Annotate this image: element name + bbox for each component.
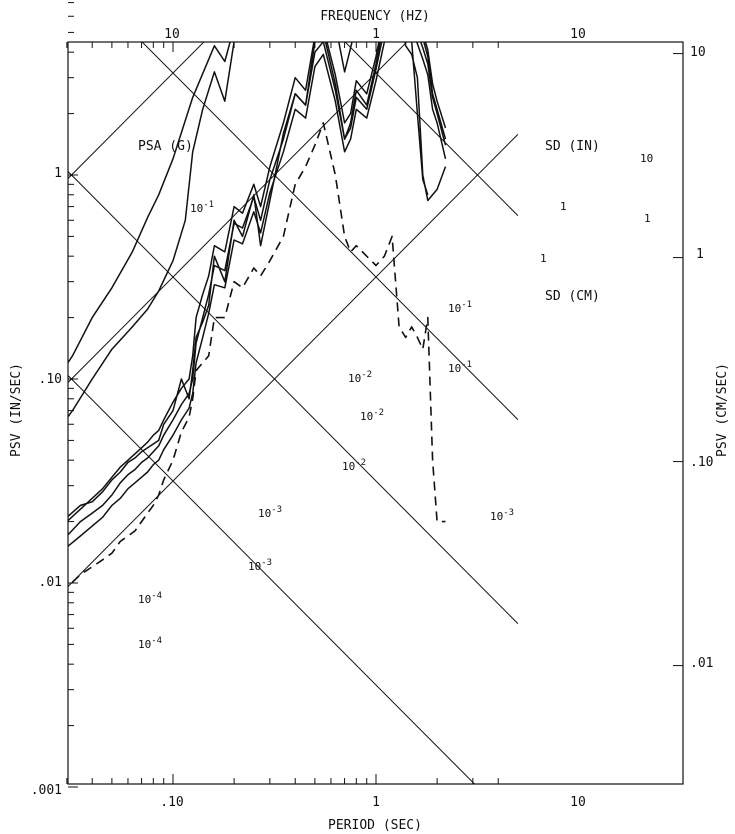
axis-ticks — [66, 2, 683, 788]
sd-tick-label: 1 — [644, 212, 651, 225]
psa-tick-labels: 10-1 1 10-2 10-3 10-4 10-4 — [138, 200, 567, 651]
top-tick-label: 1 — [372, 27, 380, 42]
sd-tick-label: 10-2 — [360, 408, 384, 423]
x-tick-label: 10 — [570, 795, 586, 810]
sd-tick-label: 10-2 — [342, 458, 366, 473]
diagonal-line — [344, 42, 519, 216]
top-axis-label: FREQUENCY (HZ) — [320, 9, 430, 24]
y-tick-label-left: .01 — [39, 575, 62, 590]
y-tick-label-left: .10 — [39, 372, 62, 387]
sd-tick-label: 10-3 — [248, 558, 272, 573]
series-line — [68, 42, 447, 548]
sd-tick-label: 10 — [640, 152, 653, 165]
y-axis-label-right: PSV (CM/SEC) — [715, 363, 730, 457]
series-line — [68, 42, 447, 522]
sd-tick-labels: 10 1 1 10-1 10-1 10-2 10-2 10-3 10-3 — [248, 152, 653, 573]
y-tick-label-right: .10 — [690, 455, 713, 470]
diagonal-line — [141, 42, 519, 420]
series-line — [68, 42, 447, 536]
series-group — [68, 42, 447, 588]
top-tick-label: 10 — [570, 27, 586, 42]
sd-tick-label: 10-3 — [490, 508, 514, 523]
series-line — [68, 42, 447, 364]
y-tick-label-right: 1 — [696, 247, 704, 262]
y-axis-label-left: PSV (IN/SEC) — [9, 363, 24, 457]
sd-tick-label: 10-1 — [448, 360, 472, 375]
psa-tick-label: 10-3 — [258, 505, 282, 520]
x-tick-label: .10 — [160, 795, 183, 810]
y-tick-label-left: 1 — [54, 166, 62, 181]
x-axis-label: PERIOD (SEC) — [328, 818, 422, 833]
diagonal-line — [68, 42, 408, 384]
top-tick-label: 10 — [164, 27, 180, 42]
diagonal-line — [31, 0, 518, 12]
diagonal-line — [31, 0, 518, 12]
diagonal-line — [68, 374, 476, 784]
diagonal-line — [68, 42, 205, 180]
sd-in-label: SD (IN) — [545, 139, 600, 154]
series-line — [68, 42, 429, 419]
psa-tick-label: 10-2 — [348, 370, 372, 385]
psa-tick-label: 10-1 — [190, 200, 214, 215]
psa-tick-label: 10-4 — [138, 636, 162, 651]
psa-tick-label: 10-4 — [138, 591, 162, 606]
sd-tick-label: 10-1 — [448, 300, 472, 315]
series-line — [68, 42, 447, 518]
x-tick-label: 1 — [372, 795, 380, 810]
psa-tick-label: 1 — [560, 200, 567, 213]
sd-cm-label: SD (CM) — [545, 289, 600, 304]
y-tick-label-right: .01 — [690, 656, 713, 671]
sd-tick-label: 1 — [540, 252, 547, 265]
y-tick-label-right: 10 — [690, 45, 706, 60]
psa-label: PSA (G) — [138, 139, 193, 154]
y-tick-label-left: .001 — [31, 783, 62, 798]
diagonal-line — [68, 170, 519, 624]
series-line-dashed — [68, 122, 446, 588]
